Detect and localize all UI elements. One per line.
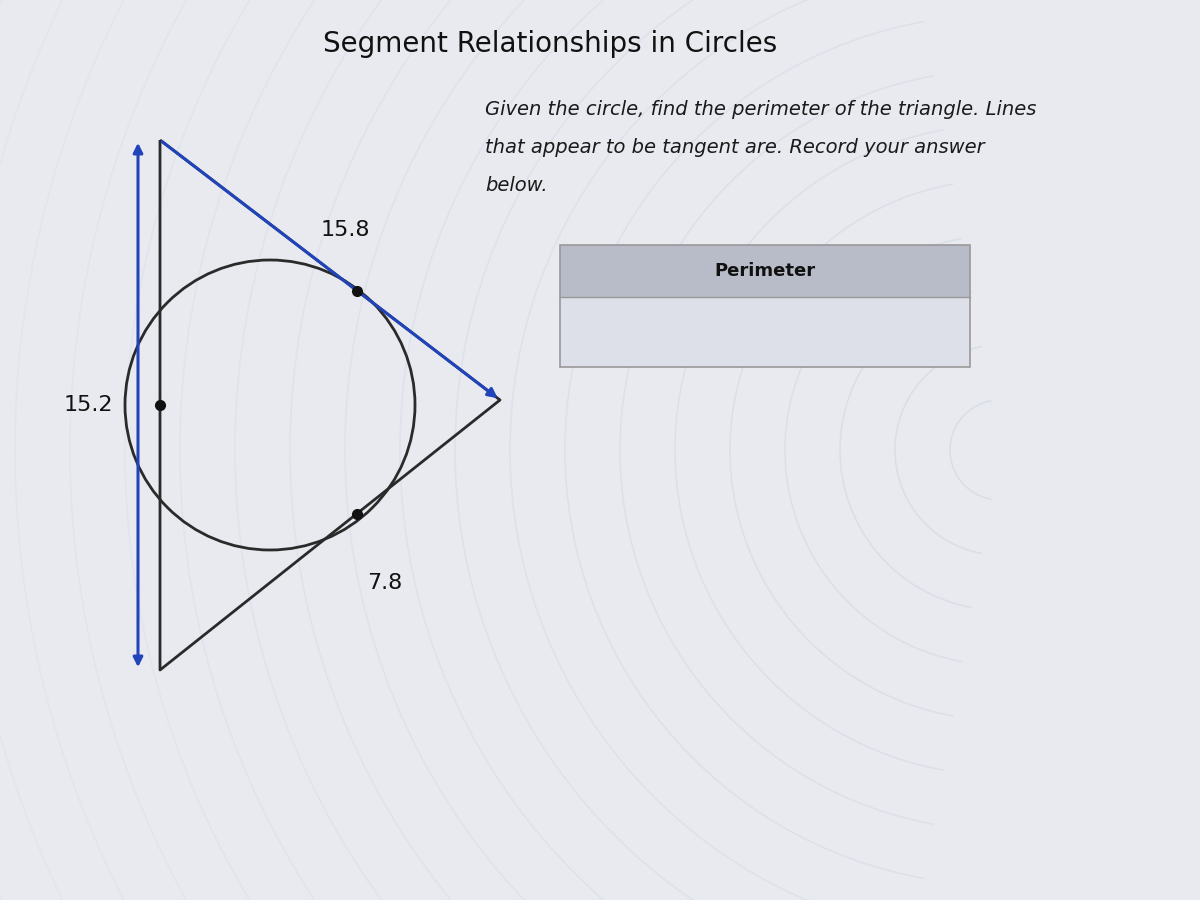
Text: below.: below.	[485, 176, 547, 195]
Bar	[560, 297, 970, 367]
Text: 15.8: 15.8	[320, 220, 370, 240]
Text: 7.8: 7.8	[367, 573, 403, 593]
Bar	[560, 245, 970, 297]
Text: 15.2: 15.2	[64, 395, 113, 415]
Text: that appear to be tangent are. Record your answer: that appear to be tangent are. Record yo…	[485, 138, 985, 157]
Bar	[560, 245, 970, 367]
Text: Perimeter: Perimeter	[714, 262, 816, 280]
Text: Segment Relationships in Circles: Segment Relationships in Circles	[323, 30, 778, 58]
Text: Given the circle, find the perimeter of the triangle. Lines: Given the circle, find the perimeter of …	[485, 100, 1037, 119]
